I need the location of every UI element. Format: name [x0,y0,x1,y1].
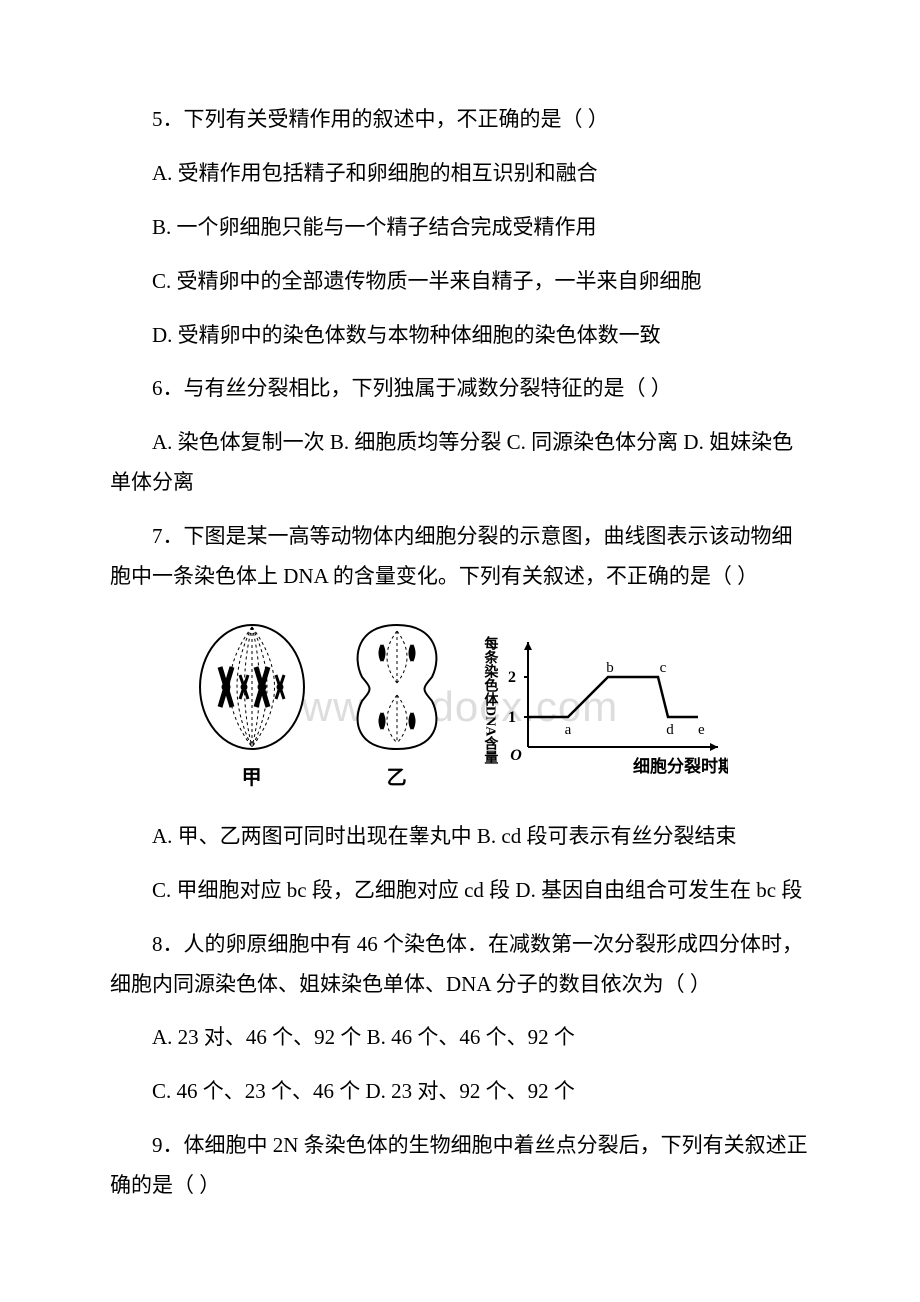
q5-option-c: C. 受精卵中的全部遗传物质一半来自精子，一半来自卵细胞 [110,262,810,302]
chart-pt-d: d [667,722,675,738]
cell-jia: 甲 [192,617,312,797]
q5-option-b: B. 一个卵细胞只能与一个精子结合完成受精作用 [110,208,810,248]
q5-stem: 5．下列有关受精作用的叙述中，不正确的是（ ） [110,100,810,140]
q9-stem: 9．体细胞中 2N 条染色体的生物细胞中着丝点分裂后，下列有关叙述正确的是（ ） [110,1126,810,1206]
cell-jia-label: 甲 [242,759,262,797]
q8-options-cd: C. 46 个、23 个、46 个 D. 23 对、92 个、92 个 [110,1072,810,1112]
q5-option-a: A. 受精作用包括精子和卵细胞的相互识别和融合 [110,154,810,194]
cell-jia-svg [192,617,312,757]
chart-pt-b: b [607,660,615,676]
chart-ylabel: 每条染色体DNA含量 [482,632,497,764]
q7-options-cd: C. 甲细胞对应 bc 段，乙细胞对应 cd 段 D. 基因自由组合可发生在 b… [110,871,810,911]
q7-stem: 7．下图是某一高等动物体内细胞分裂的示意图，曲线图表示该动物细胞中一条染色体上 … [110,517,810,597]
dna-chart-svg: 1 2 O a b c d e 细胞分裂时期 [498,632,728,782]
cell-yi: 乙 [342,617,452,797]
q6-options: A. 染色体复制一次 B. 细胞质均等分裂 C. 同源染色体分离 D. 姐妹染色… [110,423,810,503]
q6-stem: 6．与有丝分裂相比，下列独属于减数分裂特征的是（ ） [110,369,810,409]
q8-options-ab: A. 23 对、46 个、92 个 B. 46 个、46 个、92 个 [110,1018,810,1058]
q8-stem: 8．人的卵原细胞中有 46 个染色体．在减数第一次分裂形成四分体时，细胞内同源染… [110,925,810,1005]
chart-pt-c: c [660,660,667,676]
dna-chart: 每条染色体DNA含量 1 2 O a b c d [482,632,729,782]
cell-yi-svg [342,617,452,757]
chart-pt-e: e [698,722,705,738]
q5-option-d: D. 受精卵中的染色体数与本物种体细胞的染色体数一致 [110,316,810,356]
ytick-1: 1 [508,709,516,726]
cell-yi-label: 乙 [387,759,407,797]
chart-xlabel: 细胞分裂时期 [633,756,728,776]
document-page: 5．下列有关受精作用的叙述中，不正确的是（ ） A. 受精作用包括精子和卵细胞的… [0,0,920,1280]
chart-pt-a: a [565,722,572,738]
q7-figure: www.bdocx.com [110,617,810,797]
ytick-2: 2 [508,669,516,686]
chart-origin: O [511,747,523,764]
q7-options-ab: A. 甲、乙两图可同时出现在睾丸中 B. cd 段可表示有丝分裂结束 [110,817,810,857]
